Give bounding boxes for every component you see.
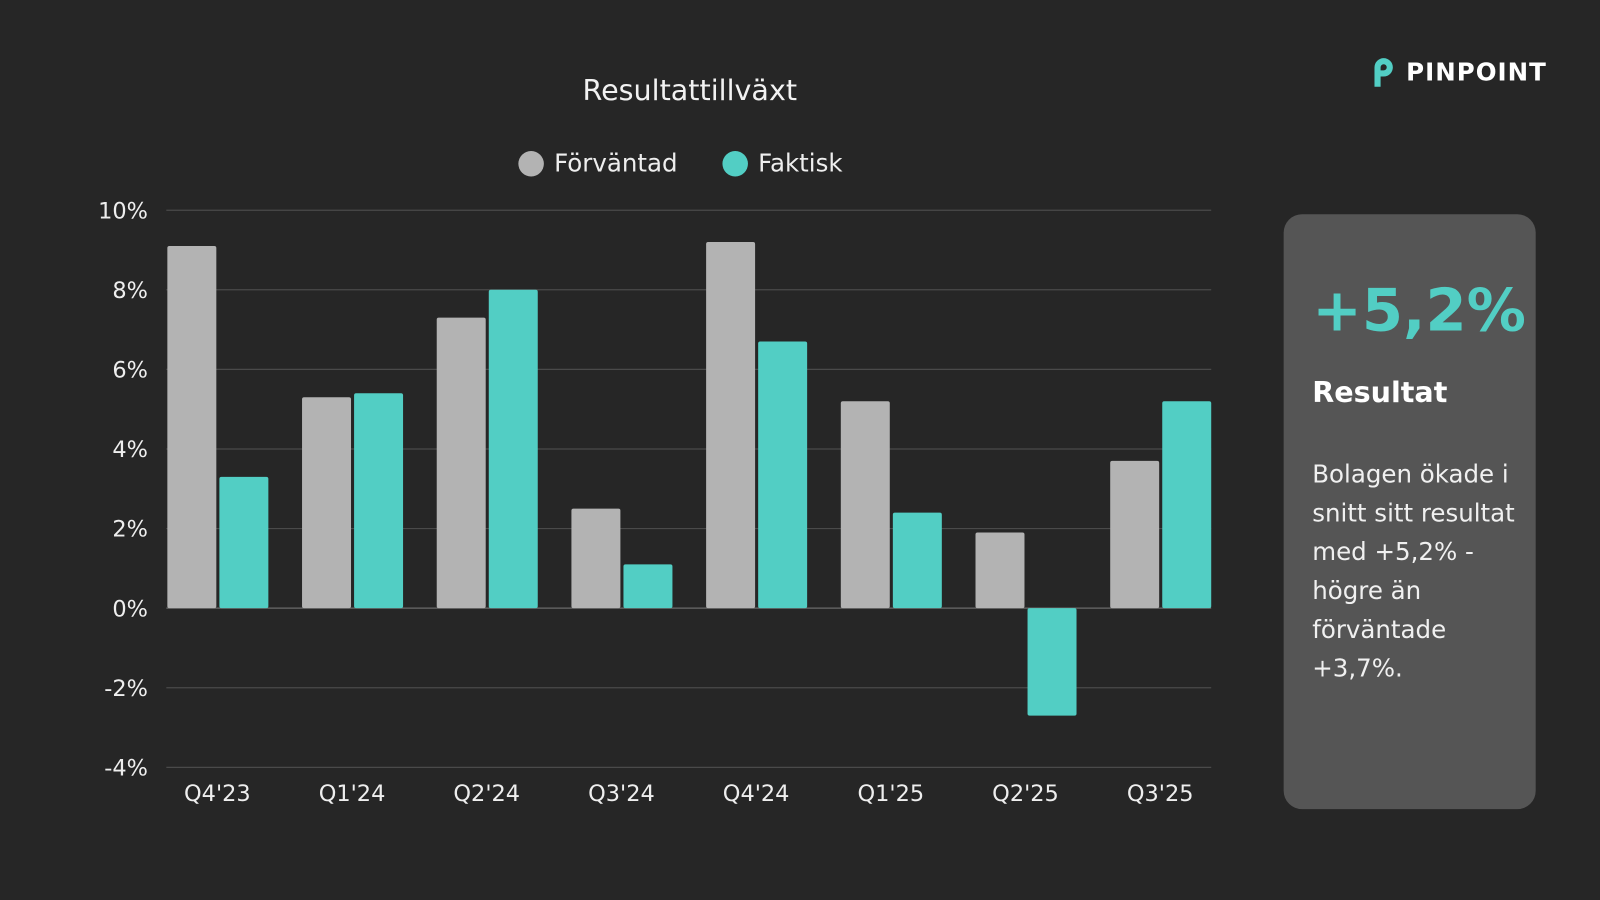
bar-faktisk [1027,608,1077,716]
bar-faktisk [892,512,942,609]
brand-name: PINPOINT [1406,58,1547,87]
x-tick-label: Q4'23 [184,781,251,807]
pinpoint-logo-icon [1374,58,1393,87]
x-tick-label: Q1'25 [857,781,924,807]
bar-faktisk [354,393,404,609]
x-tick-label: Q3'25 [1127,781,1194,807]
legend-item-forvantad: Förväntad [518,148,678,178]
x-tick-label: Q4'24 [723,781,790,807]
bar-chart: 10% 8% 6% 4% 2% 0% -2% -4% Q4'23 Q1'24 Q2'24 Q3'24 Q… [98,198,1212,807]
legend-label: Faktisk [758,148,843,178]
bar-faktisk [1162,401,1212,609]
chart-title: Resultattillväxt [582,73,798,108]
bar-faktisk [219,476,269,609]
x-tick-label: Q3'24 [588,781,655,807]
bar-forvantad [167,246,217,609]
y-tick-label: 8% [112,278,148,304]
legend-item-faktisk: Faktisk [722,148,843,178]
x-tick-label: Q1'24 [319,781,386,807]
summary-label: Resultat [1312,375,1448,410]
legend: Förväntad Faktisk [518,148,843,178]
x-tick-label: Q2'24 [453,781,520,807]
x-tick-label: Q2'25 [992,781,1059,807]
bar-forvantad [571,508,621,609]
summary-value: +5,2% [1312,275,1526,345]
y-tick-label: 6% [112,358,148,384]
bar-forvantad [706,242,756,609]
bar-forvantad [1110,460,1160,609]
bar-faktisk [758,341,808,609]
y-tick-label: 2% [112,517,148,543]
y-tick-label: 0% [112,596,148,622]
bar-forvantad [436,317,486,609]
y-tick-label: 10% [98,198,148,224]
brand-logo: PINPOINT [1371,57,1546,88]
bar-forvantad [302,397,352,609]
bar-faktisk [623,564,673,609]
y-tick-label: -4% [104,756,148,782]
bar-forvantad [975,532,1025,609]
legend-label: Förväntad [554,148,678,178]
legend-swatch-faktisk [722,150,748,177]
summary-description: Bolagen ökade i snitt sitt resultat med … [1312,460,1515,683]
bar-faktisk [488,289,538,609]
summary-card: +5,2% Resultat Bolagen ökade i snitt sit… [1283,214,1536,810]
y-tick-label: -2% [104,676,148,702]
bar-forvantad [840,401,890,609]
legend-swatch-forvantad [518,150,544,177]
y-tick-label: 4% [112,437,148,463]
